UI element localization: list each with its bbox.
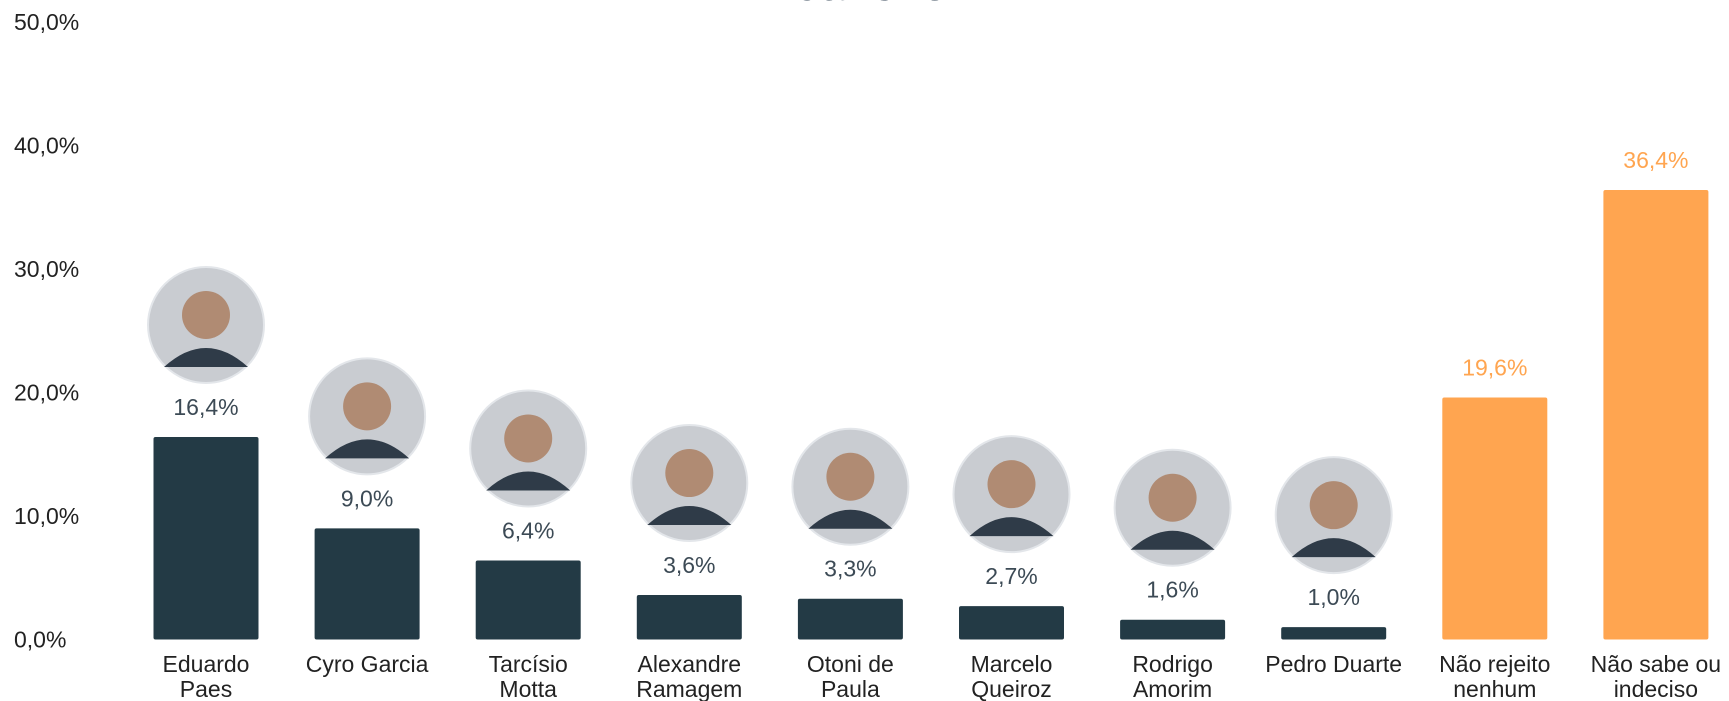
bar [1442,397,1548,640]
bar [797,598,903,640]
value-label: 6,4% [502,517,554,543]
bar [636,595,742,640]
bar [1120,619,1226,640]
x-tick-label: Otoni de Paula [806,651,894,701]
y-tick-label: 10,0% [14,503,79,529]
photo-head [1148,473,1197,522]
photo-head [826,452,875,501]
x-tick-label: Alexandre Ramagem [636,651,743,701]
photo-body [325,439,410,459]
value-label: 2,7% [985,563,1037,589]
value-label: 9,0% [341,485,393,511]
value-label: 1,0% [1307,584,1359,610]
photo-head [665,449,714,498]
y-tick-label: 20,0% [14,380,79,406]
photo-head [343,382,392,431]
x-tick-label: Pedro Duarte [1265,651,1403,677]
y-tick-label: 30,0% [14,256,79,282]
bar [153,436,259,640]
photo-body [486,471,571,491]
photo-body [808,509,893,529]
x-tick-label: Rodrigo Amorim [1132,651,1213,701]
value-label: 1,6% [1146,577,1198,603]
y-tick-label: 0,0% [14,627,66,653]
x-tick-label: Marcelo Queiroz [970,651,1053,701]
photo-head [504,414,553,463]
value-label: 16,4% [173,394,238,420]
photo-body [969,517,1054,537]
photo-body [164,347,248,367]
bar [475,560,581,640]
value-label: 3,6% [663,552,715,578]
value-label: 19,6% [1462,354,1527,380]
y-tick-label: 40,0% [14,133,79,159]
photo-body [1291,538,1376,558]
x-tick-label: Eduardo Paes [162,651,250,701]
chart-title: Janeiro? [797,0,973,10]
bar [959,606,1064,640]
y-tick-label: 50,0% [14,9,79,35]
photo-body [1130,530,1215,550]
photo-body [647,506,732,526]
bar [1603,189,1709,640]
photo-head [1309,481,1358,530]
x-tick-label: Cyro Garcia [305,651,429,677]
bar [314,528,420,640]
value-label: 3,3% [824,556,876,582]
x-tick-label: Não rejeito nenhum [1439,651,1551,701]
value-label: 36,4% [1623,147,1688,173]
x-tick-label: Tarcísio Motta [488,651,568,701]
bar [1281,627,1387,640]
photo-head [182,290,230,339]
x-tick-label: Não sabe ou indeciso [1590,651,1722,701]
photo-head [987,460,1036,509]
